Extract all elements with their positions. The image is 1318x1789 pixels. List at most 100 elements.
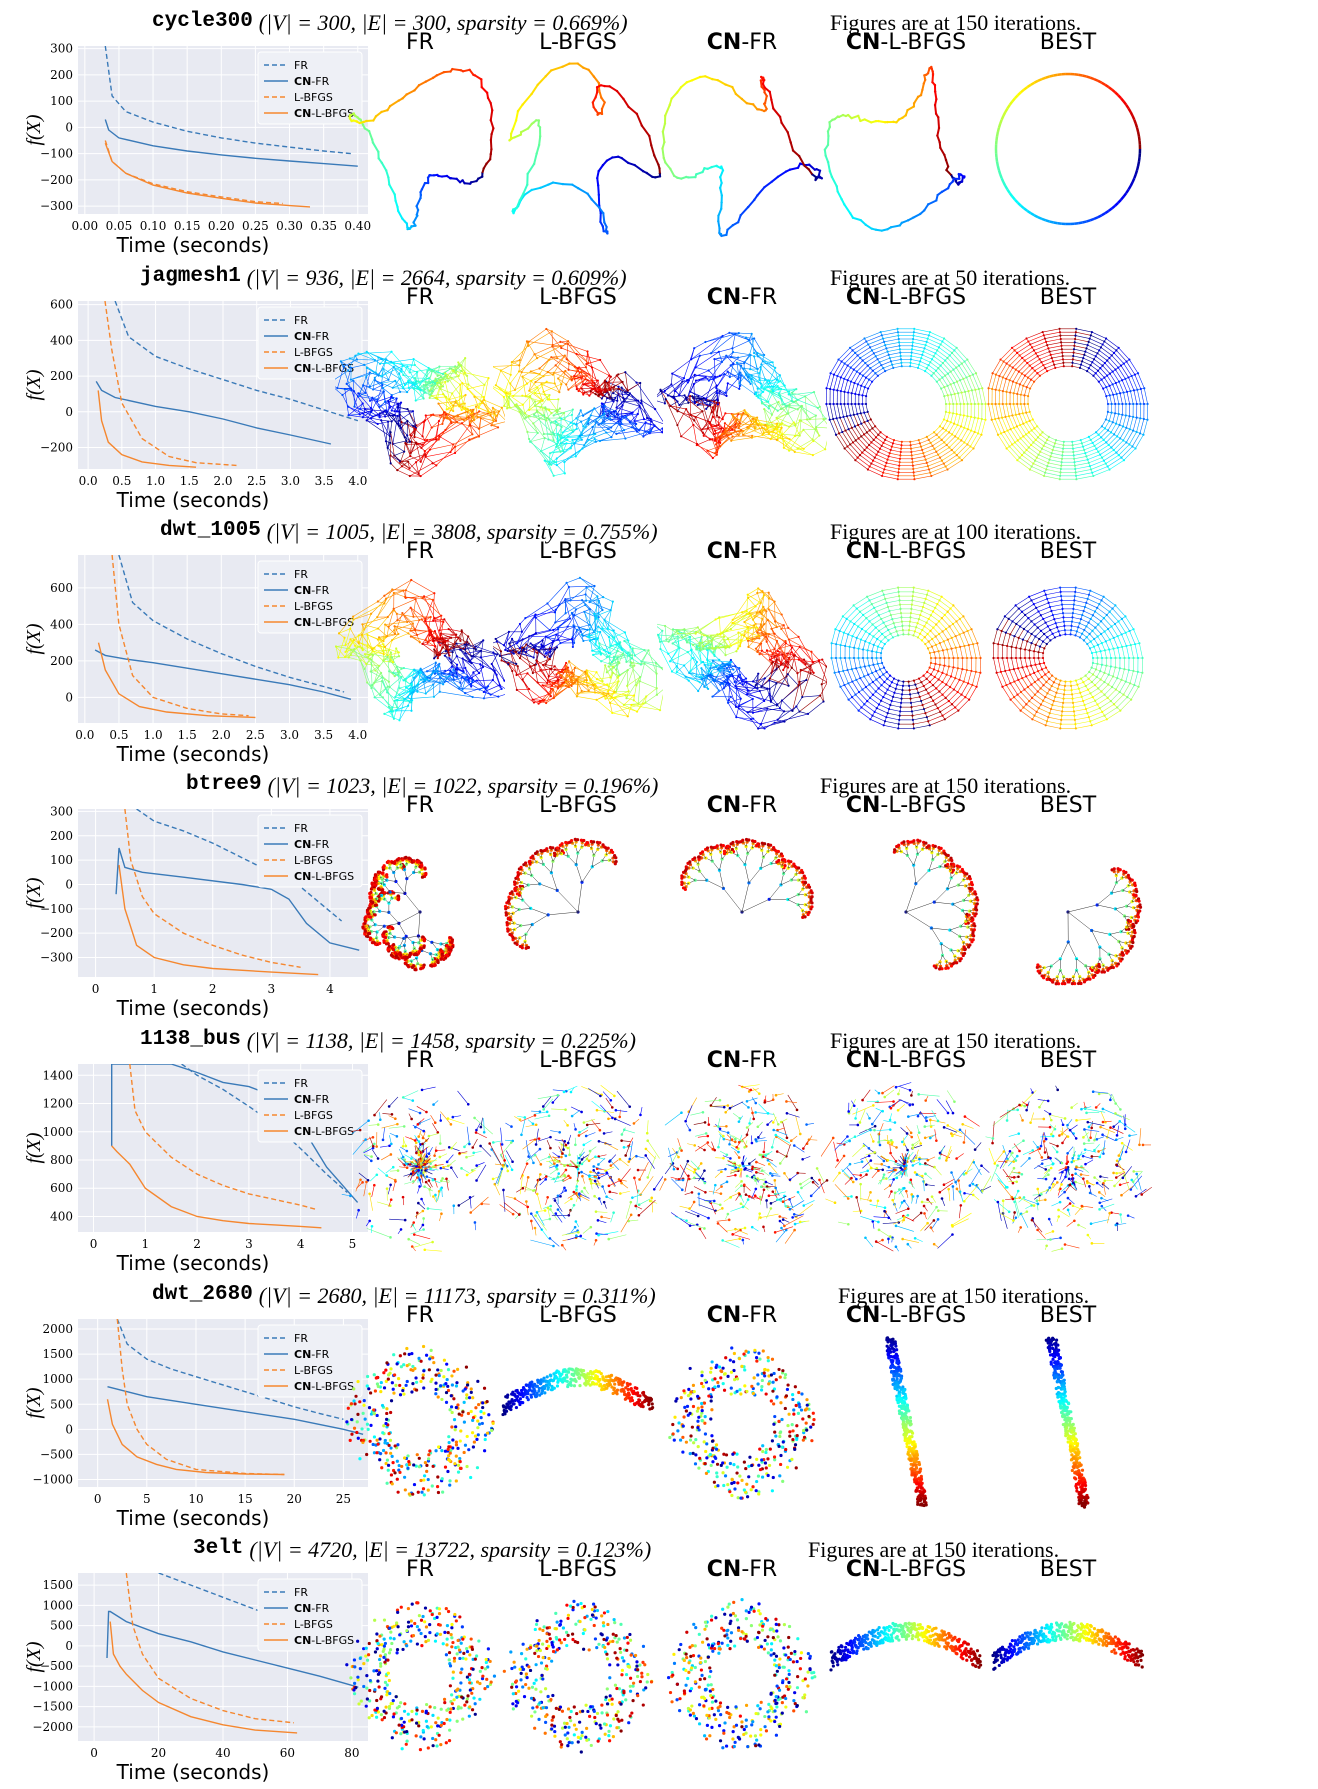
y-tick-label: 200 <box>50 369 73 383</box>
layout-drawing <box>983 1581 1153 1771</box>
column-label: BEST <box>983 285 1153 310</box>
column-label-text: -FR <box>741 793 777 818</box>
y-tick-label: 100 <box>50 853 73 867</box>
legend-entry: FR <box>294 1077 308 1090</box>
x-tick-label: 1.5 <box>180 474 199 488</box>
column-label: CN-FR <box>657 539 827 564</box>
x-tick-label: 2 <box>209 982 217 996</box>
layout-drawing <box>821 817 991 1007</box>
layout-drawing <box>335 1072 505 1262</box>
column-label-text: -FR <box>741 285 777 310</box>
layout-3elt-4 <box>991 1620 1145 1671</box>
column-label-text: L-BFGS <box>539 1557 617 1582</box>
x-axis-label: Time (seconds) <box>116 742 270 766</box>
legend-entry: CN-L-BFGS <box>294 107 354 120</box>
legend-entry: CN-L-BFGS <box>294 870 354 883</box>
loss-plot-1138_bus: 1400 1200 1000 800 600 400 0 1 2 3 4 5 f(X) Time (sec… <box>23 1064 368 1275</box>
x-tick-label: 3.0 <box>281 474 300 488</box>
y-tick-label: 600 <box>50 298 73 312</box>
layout-1138_bus-3 <box>821 1082 991 1252</box>
layout-btree9-1 <box>503 837 618 950</box>
legend-entry: FR <box>294 1332 308 1345</box>
column-label-text: FR <box>406 539 434 564</box>
graph-section-1138_bus: 1138_bus (|V| = 1138, |E| = 1458, sparsit… <box>0 1026 1318 1280</box>
column-label-bold: CN <box>707 539 742 564</box>
layout-drawing <box>657 563 827 753</box>
series-l-bfgs <box>116 1319 285 1476</box>
graph-name: 3elt <box>193 1537 243 1560</box>
legend-entry: L-BFGS <box>294 346 333 359</box>
y-tick-label: 2000 <box>42 1322 73 1336</box>
loss-chart: 300 200 100 0 −100 −200 −300 0.00 0.05 0.10 0.15 0.… <box>0 30 380 262</box>
y-tick-label: 1400 <box>42 1068 73 1082</box>
y-tick-label: 400 <box>50 1209 73 1223</box>
layout-drawing <box>657 1327 827 1517</box>
graph-name: dwt_2680 <box>152 1283 253 1306</box>
column-label: CN-L-BFGS <box>821 793 991 818</box>
column-label: CN-L-BFGS <box>821 1303 991 1328</box>
layout-drawing <box>983 54 1153 244</box>
layout-cycle300-4 <box>994 72 1142 226</box>
column-label-bold: CN <box>846 285 881 310</box>
y-tick-label: 600 <box>50 1181 73 1195</box>
graph-stats: (|V| = 1023, |E| = 1022, sparsity = 0.19… <box>268 773 659 799</box>
y-axis-label: f(X) <box>23 623 45 654</box>
series-l-bfgs <box>124 809 301 968</box>
loss-chart: 300 200 100 0 −100 −200 −300 0 1 2 3 4 f(X) Time (sec… <box>0 793 380 1025</box>
iteration-note: Figures are at 100 iterations. <box>830 519 1081 545</box>
y-tick-label: 0 <box>65 690 73 704</box>
layout-drawing <box>335 1581 505 1771</box>
x-tick-label: 2.0 <box>213 474 232 488</box>
layout-drawing <box>657 309 827 499</box>
graph-stats: (|V| = 1138, |E| = 1458, sparsity = 0.22… <box>247 1028 636 1054</box>
x-tick-label: 0.15 <box>174 219 201 233</box>
y-tick-label: 1500 <box>42 1347 73 1361</box>
column-label: L-BFGS <box>493 1048 663 1073</box>
column-label: BEST <box>983 30 1153 55</box>
layout-3elt-3 <box>829 1621 983 1672</box>
y-tick-label: 0 <box>65 877 73 891</box>
x-tick-label: 0.35 <box>310 219 337 233</box>
x-axis-label: Time (seconds) <box>116 996 270 1020</box>
x-tick-label: 0 <box>90 1237 98 1251</box>
graph-section-dwt_2680: dwt_2680 (|V| = 2680, |E| = 11173, sparsi… <box>0 1281 1318 1535</box>
layout-drawing <box>335 1327 505 1517</box>
legend: FR CN-FR L-BFGS CN-L-BFGS <box>257 814 363 888</box>
column-label-text: L-BFGS <box>539 1303 617 1328</box>
series-cn-l-bfgs <box>106 1399 285 1476</box>
y-tick-label: 400 <box>50 617 73 631</box>
layout-btree9-3 <box>892 838 980 971</box>
legend: FR CN-FR L-BFGS CN-L-BFGS <box>257 560 363 634</box>
x-tick-label: 5 <box>143 1492 151 1506</box>
layout-drawing <box>821 1327 991 1517</box>
layout-drawing <box>493 817 663 1007</box>
column-label-text: FR <box>406 1557 434 1582</box>
y-tick-label: 300 <box>50 804 73 818</box>
y-tick-label: 200 <box>50 829 73 843</box>
x-tick-label: 0 <box>90 1746 98 1760</box>
y-tick-label: 1200 <box>42 1097 73 1111</box>
series-cn-l-bfgs <box>111 1145 322 1229</box>
legend-entry: CN-FR <box>294 1348 330 1361</box>
loss-plot-dwt_1005: 600 400 200 0 0.0 0.5 1.0 1.5 2.0 2.5 3.0 3.5 4.0 f(X… <box>23 555 368 766</box>
y-tick-label: −200 <box>40 441 73 455</box>
x-tick-label: 3 <box>268 982 276 996</box>
y-tick-label: −300 <box>40 199 73 213</box>
y-tick-label: −1500 <box>32 1700 73 1714</box>
layout-dwt_1005-3 <box>830 586 982 730</box>
column-label: L-BFGS <box>493 1557 663 1582</box>
series-cn-fr <box>104 119 358 167</box>
layout-drawing <box>335 817 505 1007</box>
column-label-bold: CN <box>846 30 881 55</box>
series-l-bfgs <box>125 1573 294 1724</box>
column-label-text: -FR <box>741 1557 777 1582</box>
x-tick-label: 0.00 <box>71 219 98 233</box>
column-label-text: BEST <box>1040 1557 1096 1582</box>
x-tick-label: 4.0 <box>348 728 367 742</box>
y-tick-label: 0 <box>65 405 73 419</box>
y-tick-label: 500 <box>50 1619 73 1633</box>
legend: FR CN-FR L-BFGS CN-L-BFGS <box>257 1324 363 1398</box>
column-label-text: L-BFGS <box>539 539 617 564</box>
column-label: CN-L-BFGS <box>821 539 991 564</box>
x-axis-label: Time (seconds) <box>116 233 270 257</box>
